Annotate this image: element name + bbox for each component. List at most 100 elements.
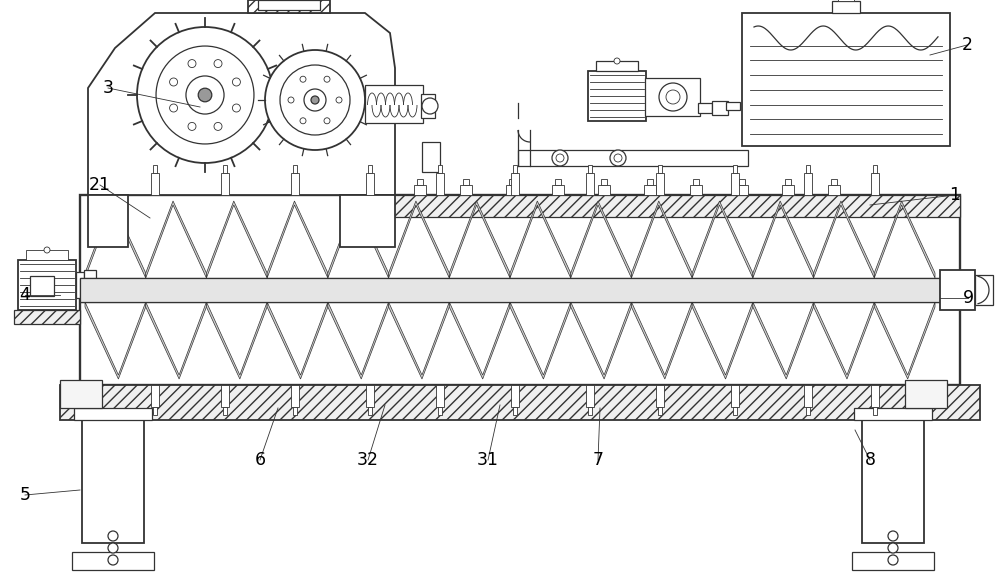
Circle shape bbox=[186, 76, 224, 114]
Bar bbox=[852, 552, 934, 570]
Bar bbox=[436, 385, 444, 407]
Bar bbox=[221, 385, 229, 407]
Bar bbox=[436, 173, 444, 195]
Circle shape bbox=[108, 531, 118, 541]
Polygon shape bbox=[449, 302, 510, 379]
Bar bbox=[366, 173, 374, 195]
Polygon shape bbox=[328, 201, 389, 278]
Bar bbox=[731, 385, 739, 407]
Bar bbox=[60, 380, 102, 408]
Bar bbox=[552, 185, 564, 195]
Bar bbox=[588, 165, 592, 173]
Polygon shape bbox=[389, 302, 449, 379]
Circle shape bbox=[188, 60, 196, 68]
Polygon shape bbox=[510, 302, 571, 379]
Text: 3: 3 bbox=[103, 79, 114, 97]
Bar bbox=[76, 272, 84, 298]
Polygon shape bbox=[510, 201, 571, 278]
Bar bbox=[153, 407, 157, 415]
Circle shape bbox=[311, 96, 319, 104]
Bar bbox=[586, 385, 594, 407]
Bar bbox=[365, 85, 423, 123]
Bar bbox=[26, 250, 68, 260]
Bar bbox=[14, 310, 80, 324]
Bar bbox=[151, 385, 159, 407]
Bar bbox=[74, 408, 152, 420]
Bar bbox=[596, 61, 638, 71]
Polygon shape bbox=[874, 201, 935, 278]
Circle shape bbox=[170, 104, 178, 112]
Bar bbox=[806, 165, 810, 173]
Polygon shape bbox=[449, 201, 510, 278]
Bar bbox=[733, 165, 737, 173]
Bar bbox=[380, 195, 960, 217]
Text: 31: 31 bbox=[477, 451, 499, 469]
Circle shape bbox=[108, 543, 118, 553]
Polygon shape bbox=[85, 201, 146, 278]
Polygon shape bbox=[88, 195, 128, 247]
Bar bbox=[368, 407, 372, 415]
Bar bbox=[828, 185, 840, 195]
Circle shape bbox=[610, 150, 626, 166]
Polygon shape bbox=[571, 201, 631, 278]
Text: 9: 9 bbox=[962, 289, 974, 307]
Polygon shape bbox=[340, 195, 395, 247]
Bar bbox=[712, 101, 728, 115]
Bar bbox=[293, 165, 297, 173]
Bar bbox=[647, 179, 653, 185]
Bar bbox=[785, 179, 791, 185]
Circle shape bbox=[304, 89, 326, 111]
Bar bbox=[438, 165, 442, 173]
Circle shape bbox=[552, 150, 568, 166]
Circle shape bbox=[288, 97, 294, 103]
Bar bbox=[518, 150, 748, 166]
Bar bbox=[223, 165, 227, 173]
Circle shape bbox=[336, 97, 342, 103]
Circle shape bbox=[614, 154, 622, 162]
Polygon shape bbox=[631, 201, 692, 278]
Circle shape bbox=[888, 543, 898, 553]
Bar bbox=[975, 275, 993, 305]
Bar bbox=[291, 385, 299, 407]
Polygon shape bbox=[692, 201, 753, 278]
Polygon shape bbox=[206, 302, 267, 379]
Bar bbox=[804, 385, 812, 407]
Bar bbox=[84, 270, 96, 300]
Bar bbox=[831, 179, 837, 185]
Bar bbox=[586, 173, 594, 195]
Bar bbox=[832, 1, 860, 13]
Circle shape bbox=[214, 123, 222, 131]
Bar bbox=[60, 385, 980, 420]
Circle shape bbox=[280, 65, 350, 135]
Bar bbox=[72, 552, 154, 570]
Bar bbox=[693, 179, 699, 185]
Bar bbox=[598, 185, 610, 195]
Text: 6: 6 bbox=[254, 451, 266, 469]
Circle shape bbox=[170, 78, 178, 86]
Bar bbox=[871, 385, 879, 407]
Bar bbox=[806, 407, 810, 415]
Bar bbox=[838, 0, 854, 1]
Text: 5: 5 bbox=[20, 486, 30, 504]
Polygon shape bbox=[267, 201, 328, 278]
Polygon shape bbox=[814, 201, 874, 278]
Polygon shape bbox=[753, 201, 814, 278]
Bar bbox=[422, 142, 440, 172]
Bar bbox=[513, 165, 517, 173]
Bar bbox=[223, 407, 227, 415]
Polygon shape bbox=[692, 302, 753, 379]
Polygon shape bbox=[146, 201, 206, 278]
Polygon shape bbox=[146, 302, 206, 379]
Bar bbox=[782, 185, 794, 195]
Bar bbox=[18, 260, 76, 310]
Bar bbox=[506, 185, 518, 195]
Polygon shape bbox=[753, 302, 814, 379]
Circle shape bbox=[556, 154, 564, 162]
Bar bbox=[862, 420, 924, 543]
Polygon shape bbox=[389, 201, 449, 278]
Bar bbox=[588, 71, 646, 121]
Circle shape bbox=[198, 88, 212, 102]
Bar bbox=[151, 173, 159, 195]
Polygon shape bbox=[267, 302, 328, 379]
Circle shape bbox=[137, 27, 273, 163]
